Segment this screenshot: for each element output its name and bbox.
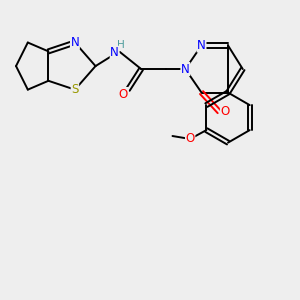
Text: N: N — [181, 62, 190, 76]
Text: O: O — [220, 105, 230, 118]
Text: O: O — [185, 133, 195, 146]
Text: N: N — [70, 36, 79, 49]
Text: H: H — [117, 40, 124, 50]
Text: O: O — [119, 88, 128, 100]
Text: N: N — [197, 39, 206, 52]
Text: N: N — [110, 46, 119, 59]
Text: S: S — [71, 83, 79, 96]
